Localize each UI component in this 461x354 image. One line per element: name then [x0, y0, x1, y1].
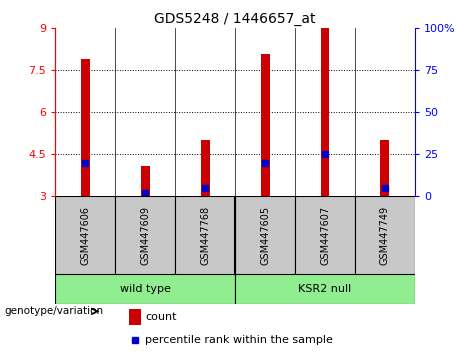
Text: GSM447607: GSM447607 [320, 206, 330, 265]
Text: KSR2 null: KSR2 null [298, 284, 352, 295]
Bar [55, 196, 115, 274]
Bar [320, 28, 330, 196]
Title: GDS5248 / 1446657_at: GDS5248 / 1446657_at [154, 12, 316, 26]
Bar [81, 59, 90, 196]
Bar [235, 196, 295, 274]
Bar [129, 309, 141, 325]
Bar [201, 141, 210, 196]
Bar [115, 196, 175, 274]
Bar [175, 196, 235, 274]
Text: genotype/variation: genotype/variation [5, 306, 104, 316]
Bar [380, 141, 390, 196]
Bar [355, 196, 415, 274]
Bar [235, 274, 415, 304]
Text: GSM447605: GSM447605 [260, 206, 270, 265]
Bar [55, 274, 235, 304]
Text: percentile rank within the sample: percentile rank within the sample [145, 335, 333, 346]
Bar [295, 196, 355, 274]
Text: wild type: wild type [120, 284, 171, 295]
Text: GSM447768: GSM447768 [200, 206, 210, 265]
Bar [141, 166, 150, 196]
Text: count: count [145, 312, 177, 322]
Bar [260, 53, 270, 196]
Text: GSM447609: GSM447609 [140, 206, 150, 265]
Text: GSM447749: GSM447749 [380, 206, 390, 265]
Text: GSM447606: GSM447606 [80, 206, 90, 265]
